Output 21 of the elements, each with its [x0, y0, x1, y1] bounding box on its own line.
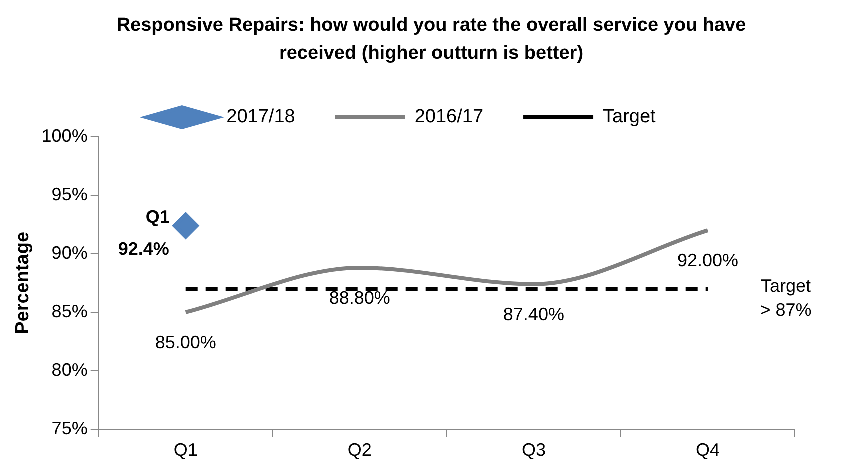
- annotation: Target > 87%: [760, 276, 812, 320]
- data-label: Q1 92.4%: [118, 206, 170, 259]
- legend-label: 2017/18: [226, 106, 296, 128]
- legend-label: Target: [603, 106, 657, 128]
- legend-label: 2016/17: [414, 106, 484, 128]
- x-tick-label: Q2: [348, 440, 372, 460]
- y-tick-label: 95%: [52, 184, 88, 204]
- y-axis-title: Percentage: [12, 232, 34, 334]
- y-tick-label: 90%: [52, 242, 88, 263]
- y-tick-label: 80%: [52, 360, 88, 380]
- y-tick-label: 75%: [52, 418, 88, 438]
- y-tick-label: 85%: [52, 301, 88, 322]
- data-label: 88.80%: [329, 288, 390, 308]
- x-tick-label: Q3: [522, 440, 546, 460]
- y-tick-label: 100%: [42, 126, 88, 146]
- data-label: 87.40%: [503, 304, 564, 324]
- data-label: 92.00%: [677, 250, 739, 271]
- x-tick-label: Q4: [696, 440, 720, 460]
- data-label: 85.00%: [155, 332, 216, 352]
- chart-title: Responsive Repairs: how would you rate the overall service you have received (higher outturn is better): [116, 14, 748, 66]
- x-tick-label: Q1: [174, 440, 198, 460]
